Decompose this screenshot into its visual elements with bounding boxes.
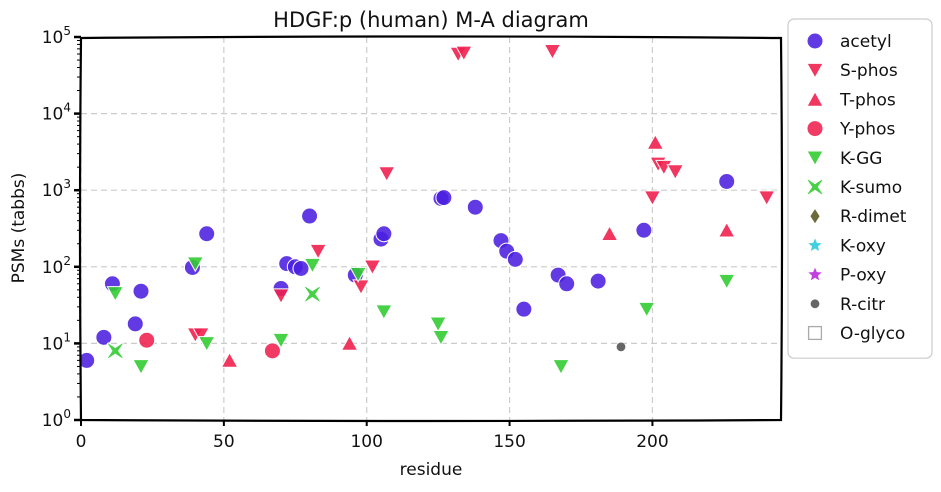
x-tick-label: 150 [493,432,525,452]
y-phos-point [263,342,281,360]
s-phos-point [192,327,210,344]
y-tick-label: 101 [42,330,71,354]
s-phos-point [363,259,382,276]
y-axis-ticks: 100 101 102 103 104 105 [42,24,81,431]
legend-marker-t-phos [806,90,824,107]
acetyl-point [506,250,524,268]
legend: acetyl S-phos T-phos Y-phos K-GG K-sumo R-dime… [787,18,933,359]
s-phos-point [757,190,776,207]
k-gg-point [552,359,570,376]
legend-marker-r-dimet [809,207,821,226]
x-tick-label: 50 [213,432,235,452]
k-gg-point [375,304,393,321]
acetyl-point [635,221,653,239]
legend-label-r-citr: R-citr [840,295,885,315]
k-gg-point [186,256,205,273]
k-gg-point [637,301,656,318]
s-phos-point [377,166,396,183]
grid-lines [80,37,781,420]
y-tick-label: 103 [42,177,71,201]
acetyl-point [126,315,144,333]
plot-frame [78,35,784,423]
r-citr-point [616,342,626,352]
k-gg-point [132,359,150,376]
chart-title: HDGF:p (human) M-A diagram [273,8,589,32]
y-phos-point [138,331,156,349]
s-phos-point [309,243,327,260]
acetyl-point [718,172,736,190]
data-points [78,44,776,376]
acetyl-point [301,207,319,225]
t-phos-point [646,133,665,150]
legend-label-p-oxy: P-oxy [840,266,886,286]
acetyl-point [515,300,533,318]
y-tick-label: 105 [42,24,71,48]
k-gg-point [303,257,322,274]
s-phos-point [352,279,370,296]
x-axis-ticks: 0 50 100 150 200 [76,420,669,452]
k-gg-point [272,332,290,349]
legend-label-s-phos: S-phos [840,61,898,81]
acetyl-point [198,225,216,243]
acetyl-point [292,260,310,278]
t-phos-point [717,221,736,238]
acetyl-point [435,189,453,207]
y-axis-label: PSMs (tabbs) [9,173,29,284]
acetyl-point [589,272,607,290]
s-phos-point [655,159,673,176]
acetyl-point [132,282,150,300]
s-phos-point [666,164,685,181]
acetyl-point [558,275,576,293]
legend-label-k-sumo: K-sumo [840,178,902,198]
acetyl-point [466,198,484,216]
y-tick-label: 100 [42,407,71,431]
legend-marker-r-citr [810,299,820,309]
legend-label-t-phos: T-phos [839,90,896,110]
t-phos-point [600,225,619,242]
k-sumo-point [303,285,322,303]
legend-label-acetyl: acetyl [840,32,892,52]
legend-marker-p-oxy [806,265,824,282]
t-phos-point [220,351,239,368]
t-phos-point [340,334,359,351]
legend-box [787,18,933,359]
x-axis-label: residue [400,460,463,480]
legend-label-o-glyco: O-glyco [840,324,905,344]
legend-label-y-phos: Y-phos [839,120,895,140]
acetyl-point [95,328,113,346]
k-gg-point [717,273,736,290]
k-gg-point [432,330,450,346]
x-tick-label: 0 [76,432,87,452]
legend-label-k-oxy: K-oxy [840,236,886,256]
legend-marker-k-gg [806,150,824,167]
k-gg-point [197,336,216,353]
legend-marker-acetyl [806,32,824,50]
k-sumo-point [106,342,124,360]
legend-marker-o-glyco [807,325,823,341]
x-tick-label: 200 [636,432,668,452]
legend-marker-y-phos [806,120,824,138]
legend-marker-k-oxy [806,236,824,253]
k-gg-point [429,316,447,333]
legend-label-k-gg: K-GG [840,149,882,169]
x-tick-label: 100 [350,432,382,452]
s-phos-point [643,190,662,207]
s-phos-point [455,45,473,62]
y-tick-label: 102 [42,254,71,278]
s-phos-point [272,288,290,305]
legend-marker-s-phos [806,62,824,79]
s-phos-point [543,44,562,60]
legend-marker-k-sumo [806,178,824,196]
legend-label-r-dimet: R-dimet [840,207,907,227]
k-gg-point [349,266,367,283]
y-tick-label: 104 [42,101,71,125]
k-gg-point [106,286,125,302]
acetyl-point [375,225,393,243]
